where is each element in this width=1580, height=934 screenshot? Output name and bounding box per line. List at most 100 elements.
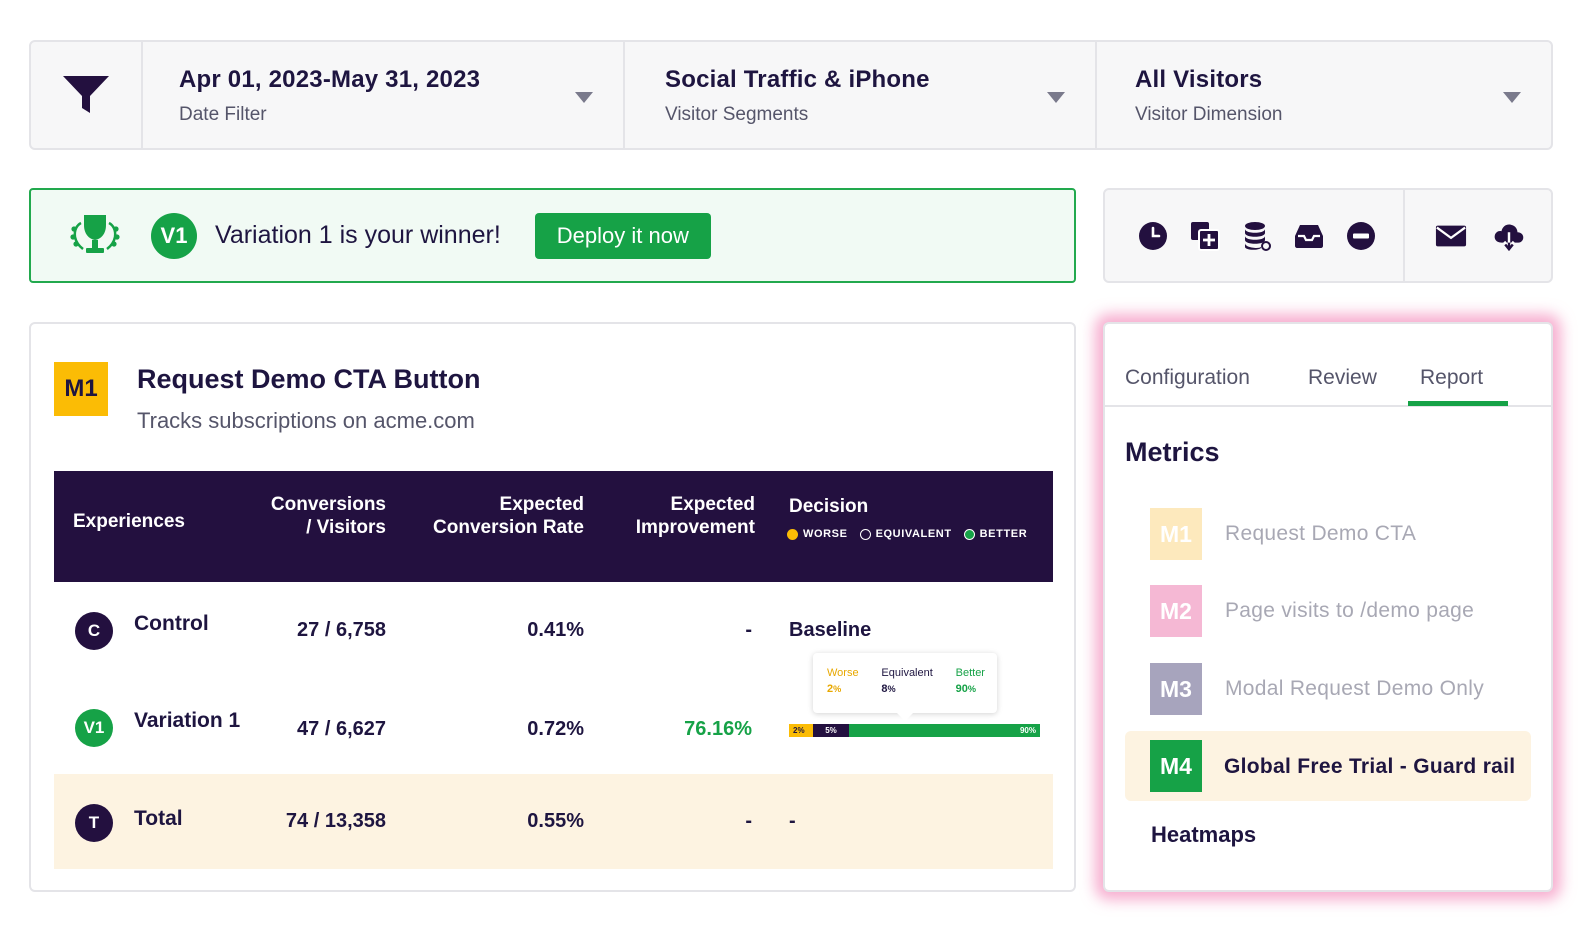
improvement-value: - [745,619,752,641]
experience-name: Variation 1 [134,709,241,732]
metric-badge: M1 [54,362,108,416]
deploy-button[interactable]: Deploy it now [534,212,711,259]
metrics-heading: Metrics [1125,437,1220,467]
download-button[interactable] [1493,220,1525,252]
conversion-rate-value: 0.41% [527,619,584,641]
column-header-conversions: Conversions / Visitors [271,493,386,539]
tooltip-equivalent: Equivalent 8% [881,665,932,713]
table-row-control[interactable]: C Control 27 / 6,758 0.41% - Baseline [54,582,1053,677]
column-header-decision: Decision [789,496,869,517]
bar-segment-worse: 2% [789,724,813,737]
improvement-value: - [745,810,752,832]
metric-list-item-m2[interactable]: M2 Page visits to /demo page [1125,576,1531,646]
heatmaps-link[interactable]: Heatmaps [1151,822,1257,847]
history-button[interactable] [1137,220,1169,252]
legend-better: BETTER [963,528,1028,540]
percent-sign: % [967,684,977,694]
date-filter-value: Apr 01, 2023-May 31, 2023 [179,66,481,93]
chevron-down-icon [575,92,593,103]
mail-icon [1435,225,1467,246]
conversion-rate-value: 0.55% [527,810,584,832]
metric-list-item-m1[interactable]: M1 Request Demo CTA [1125,499,1531,569]
winner-variation-badge: V1 [151,212,197,259]
active-tab-indicator [1408,401,1508,406]
table-row-variation-1[interactable]: V1 Variation 1 47 / 6,627 0.72% 76.16% W… [54,653,1053,772]
column-header-conversions-line1: Conversions [270,494,386,515]
metric-report-card: M1 Request Demo CTA Button Tracks subscr… [29,322,1076,892]
minus-circle-icon [1347,221,1375,250]
legend-better-label: BETTER [979,528,1028,540]
metric-label: Page visits to /demo page [1225,599,1475,622]
percent-sign: % [887,684,896,694]
tooltip-equivalent-label: Equivalent [881,667,933,679]
experience-avatar: C [75,612,113,650]
winner-banner: V1 Variation 1 is your winner! Deploy it… [29,188,1076,283]
legend-equivalent-label: EQUIVALENT [875,528,952,540]
table-row-total: T Total 74 / 13,358 0.55% - - [54,774,1053,869]
panel-tabs: Configuration Review Report [1105,324,1551,407]
tooltip-better-label: Better [955,667,985,679]
date-filter[interactable]: Apr 01, 2023-May 31, 2023 Date Filter [143,42,625,148]
visitor-segments-filter[interactable]: Social Traffic & iPhone Visitor Segments [625,42,1097,148]
tab-report[interactable]: Report [1420,366,1484,389]
metric-badge: M1 [1150,508,1202,560]
cloud-download-icon [1494,224,1524,251]
equivalent-dot-icon [859,528,871,540]
filter-icon [63,76,109,113]
toolbar-secondary-group [1405,220,1525,252]
column-header-rate-line2: Conversion Rate [433,517,584,538]
email-report-button[interactable] [1435,220,1467,252]
duplicate-button[interactable] [1189,220,1221,252]
experience-name: Control [134,612,209,635]
decision-value: - [789,810,796,832]
chevron-down-icon [1047,92,1065,103]
visitor-dimension-label: Visitor Dimension [1135,104,1283,125]
visitor-dimension-filter[interactable]: All Visitors Visitor Dimension [1097,42,1551,148]
column-header-improvement-line1: Expected [670,494,755,515]
column-header-improvement-line2: Improvement [635,517,755,538]
metric-label: Global Free Trial - Guard rail [1224,755,1516,778]
tab-configuration[interactable]: Configuration [1125,366,1250,389]
date-filter-label: Date Filter [179,104,267,125]
decision-value: Baseline [789,619,872,641]
visitor-segments-label: Visitor Segments [665,104,809,125]
conversion-rate-value: 0.72% [527,718,584,740]
tooltip-better-number: 90 [955,683,968,695]
tooltip-worse: Worse 2% [827,665,859,713]
experience-avatar: T [75,804,113,842]
column-header-rate-line1: Expected [499,494,584,515]
tooltip-equivalent-number: 8 [881,683,888,695]
column-header-conversion-rate: Expected Conversion Rate [433,493,584,539]
metric-label: Request Demo CTA [1225,522,1417,545]
filter-icon-cell[interactable] [31,42,143,148]
metric-list-item-m4[interactable]: M4 Global Free Trial - Guard rail [1125,731,1531,801]
stop-button[interactable] [1345,220,1377,252]
column-header-experiences: Experiences [73,511,185,532]
report-side-panel: Configuration Review Report Metrics M1 R… [1103,322,1553,892]
clock-icon [1139,221,1167,250]
conversions-value: 74 / 13,358 [285,810,386,832]
conversions-value: 27 / 6,758 [297,619,386,641]
experience-avatar: V1 [75,709,113,747]
tooltip-worse-label: Worse [827,667,859,679]
chevron-down-icon [1503,92,1521,103]
winner-message: Variation 1 is your winner! [215,221,501,249]
column-header-conversions-line2: / Visitors [306,517,386,538]
conversions-value: 47 / 6,627 [297,718,386,740]
archive-button[interactable] [1293,220,1325,252]
database-icon [1245,221,1271,251]
legend-worse-label: WORSE [803,528,848,540]
metric-list-item-m3[interactable]: M3 Modal Request Demo Only [1125,654,1531,724]
action-toolbar [1103,188,1553,283]
metric-badge: M2 [1150,585,1202,637]
toolbar-primary-group [1105,190,1405,281]
metric-badge: M3 [1150,663,1202,715]
tab-review[interactable]: Review [1308,366,1377,389]
decision-probability-bar[interactable]: 2% 5% 90% [789,724,1040,737]
data-button[interactable] [1241,220,1273,252]
tooltip-worse-number: 2 [827,683,834,695]
tooltip-worse-value: 2% [827,681,859,697]
tooltip-better-value: 90% [956,681,985,697]
worse-dot-icon [787,528,798,540]
visitor-segments-value: Social Traffic & iPhone [665,66,930,93]
